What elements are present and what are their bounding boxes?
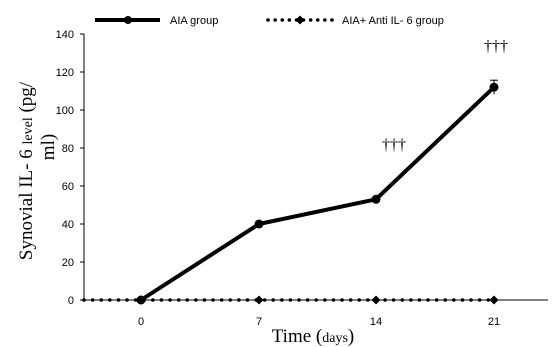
- data-point-aia: [371, 194, 381, 204]
- data-point-anti-il6: [254, 295, 264, 305]
- svg-text:Synovial IL- 6 level (pg/: Synovial IL- 6 level (pg/: [16, 81, 37, 260]
- y-axis-label-main: Synovial IL- 6: [16, 145, 37, 261]
- x-ticks: 0 7 14 21: [138, 300, 500, 328]
- data-point-aia: [136, 295, 146, 305]
- y-tick-label: 80: [62, 143, 74, 155]
- annotation-dagger: †††: [484, 38, 508, 55]
- y-tick-label: 20: [62, 257, 74, 269]
- y-ticks: 0 20 40 60 80 100 120 140: [56, 29, 84, 307]
- y-tick-label: 100: [56, 105, 74, 117]
- data-point-anti-il6: [489, 295, 499, 305]
- data-point-aia: [254, 219, 264, 229]
- axes: 0 20 40 60 80 100 120 140 0 7 14 21: [56, 29, 548, 328]
- series-line-aia: [139, 85, 496, 302]
- x-axis-label-unit: days: [322, 331, 348, 346]
- x-axis-label: Time (days): [272, 326, 355, 347]
- y-axis-label-line2: ml): [38, 134, 59, 160]
- x-tick-label: 0: [138, 316, 144, 328]
- x-axis-label-main: Time (: [272, 326, 323, 347]
- y-tick-label: 40: [62, 219, 74, 231]
- y-axis-label-tail: (pg/: [16, 81, 37, 117]
- legend-label-aia: AIA group: [170, 15, 218, 27]
- annotations: ††† †††: [382, 38, 508, 153]
- y-tick-label: 0: [68, 295, 74, 307]
- legend: AIA group AIA+ Anti IL- 6 group: [95, 15, 444, 27]
- x-tick-label: 21: [488, 316, 500, 328]
- y-tick-label: 140: [56, 29, 74, 41]
- x-axis-label-close: ): [348, 326, 354, 347]
- y-axis-label-small: level: [21, 117, 36, 144]
- legend-label-anti-il6: AIA+ Anti IL- 6 group: [342, 15, 444, 27]
- x-tick-label: 14: [370, 316, 382, 328]
- legend-marker-aia: [124, 16, 132, 24]
- x-tick-label: 7: [256, 316, 262, 328]
- legend-marker-anti-il6: [295, 15, 305, 25]
- series-layer: [82, 79, 499, 305]
- y-tick-label: 120: [56, 67, 74, 79]
- data-point-anti-il6: [371, 295, 381, 305]
- legend-entry-aia: AIA group: [95, 15, 218, 27]
- annotation-dagger: †††: [382, 136, 406, 153]
- legend-entry-anti-il6: AIA+ Anti IL- 6 group: [266, 15, 444, 27]
- y-tick-label: 60: [62, 181, 74, 193]
- y-axis-label: Synovial IL- 6 level (pg/ ml): [16, 81, 59, 260]
